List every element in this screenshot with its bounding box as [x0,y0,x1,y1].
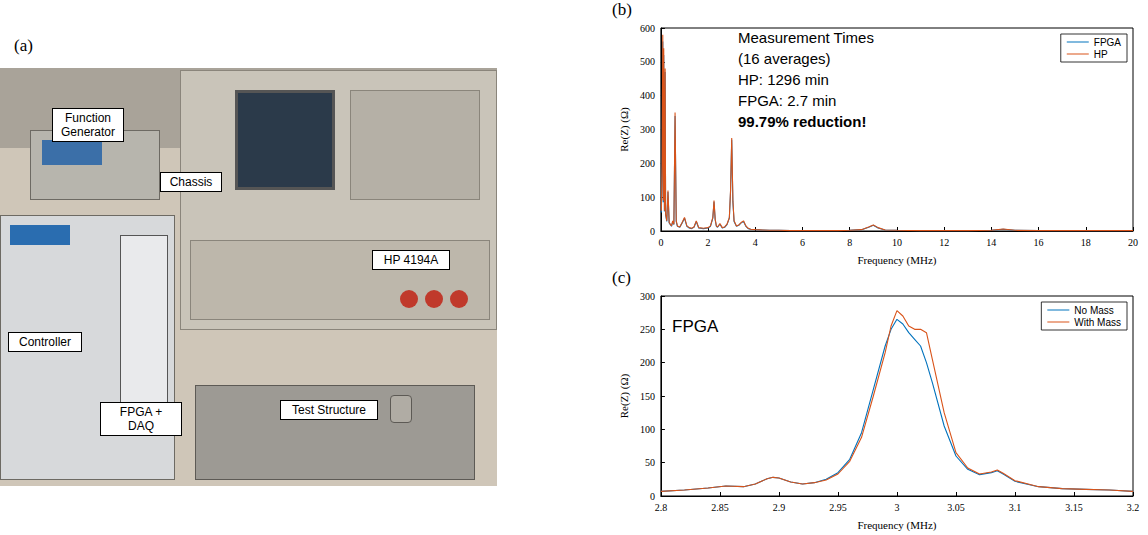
svg-text:Frequency (MHz): Frequency (MHz) [857,254,936,267]
svg-text:0: 0 [650,491,655,502]
svg-text:500: 500 [640,56,655,67]
svg-text:2.8: 2.8 [655,502,668,513]
svg-text:2: 2 [706,237,711,248]
svg-text:400: 400 [640,90,655,101]
svg-text:(b): (b) [612,0,632,19]
svg-text:FPGA: FPGA [1094,37,1122,48]
svg-text:(16 averages): (16 averages) [738,50,831,67]
svg-text:2.85: 2.85 [711,502,729,513]
svg-text:300: 300 [640,291,655,302]
html-text:Test Structure: Test Structure [292,403,366,417]
html-text:FPGA + DAQ: FPGA + DAQ [119,405,163,433]
svg-text:12: 12 [939,237,949,248]
svg-text:0: 0 [658,237,663,248]
html-text:Controller: Controller [19,335,71,349]
html-text:(a): (a) [14,36,33,55]
svg-text:2.95: 2.95 [829,502,847,513]
svg-text:HP: 1296 min: HP: 1296 min [738,71,829,88]
svg-text:3.2: 3.2 [1127,502,1140,513]
svg-text:3.1: 3.1 [1009,502,1022,513]
svg-text:150: 150 [640,391,655,402]
svg-text:250: 250 [640,324,655,335]
svg-text:18: 18 [1081,237,1091,248]
svg-text:8: 8 [847,237,852,248]
svg-text:100: 100 [640,424,655,435]
svg-text:100: 100 [640,192,655,203]
svg-text:50: 50 [645,457,655,468]
svg-text:300: 300 [640,124,655,135]
svg-text:4: 4 [753,237,758,248]
svg-text:10: 10 [892,237,902,248]
svg-text:2.9: 2.9 [773,502,786,513]
svg-text:HP: HP [1094,49,1108,60]
svg-text:200: 200 [640,158,655,169]
svg-text:FPGA: 2.7 min: FPGA: 2.7 min [738,92,836,109]
svg-text:3: 3 [894,502,899,513]
svg-text:3.05: 3.05 [947,502,965,513]
svg-text:0: 0 [650,226,655,237]
svg-text:No Mass: No Mass [1074,305,1113,316]
html-text:Chassis: Chassis [169,175,213,189]
html-text:Function Generator: Function Generator [61,111,115,139]
svg-text:(c): (c) [612,268,631,287]
svg-text:FPGA: FPGA [672,317,719,336]
html-text:HP 4194A: HP 4194A [383,253,439,267]
svg-text:6: 6 [800,237,805,248]
svg-text:600: 600 [640,23,655,34]
svg-text:Re(Z) (Ω): Re(Z) (Ω) [618,107,631,152]
svg-text:Frequency (MHz): Frequency (MHz) [857,519,936,532]
svg-text:With Mass: With Mass [1074,317,1121,328]
svg-text:99.79% reduction!: 99.79% reduction! [738,113,866,130]
svg-text:16: 16 [1034,237,1044,248]
svg-text:200: 200 [640,357,655,368]
svg-text:Re(Z) (Ω): Re(Z) (Ω) [618,373,631,418]
svg-text:14: 14 [986,237,996,248]
svg-text:3.15: 3.15 [1065,502,1083,513]
svg-text:20: 20 [1128,237,1138,248]
svg-text:Measurement Times: Measurement Times [738,29,874,46]
